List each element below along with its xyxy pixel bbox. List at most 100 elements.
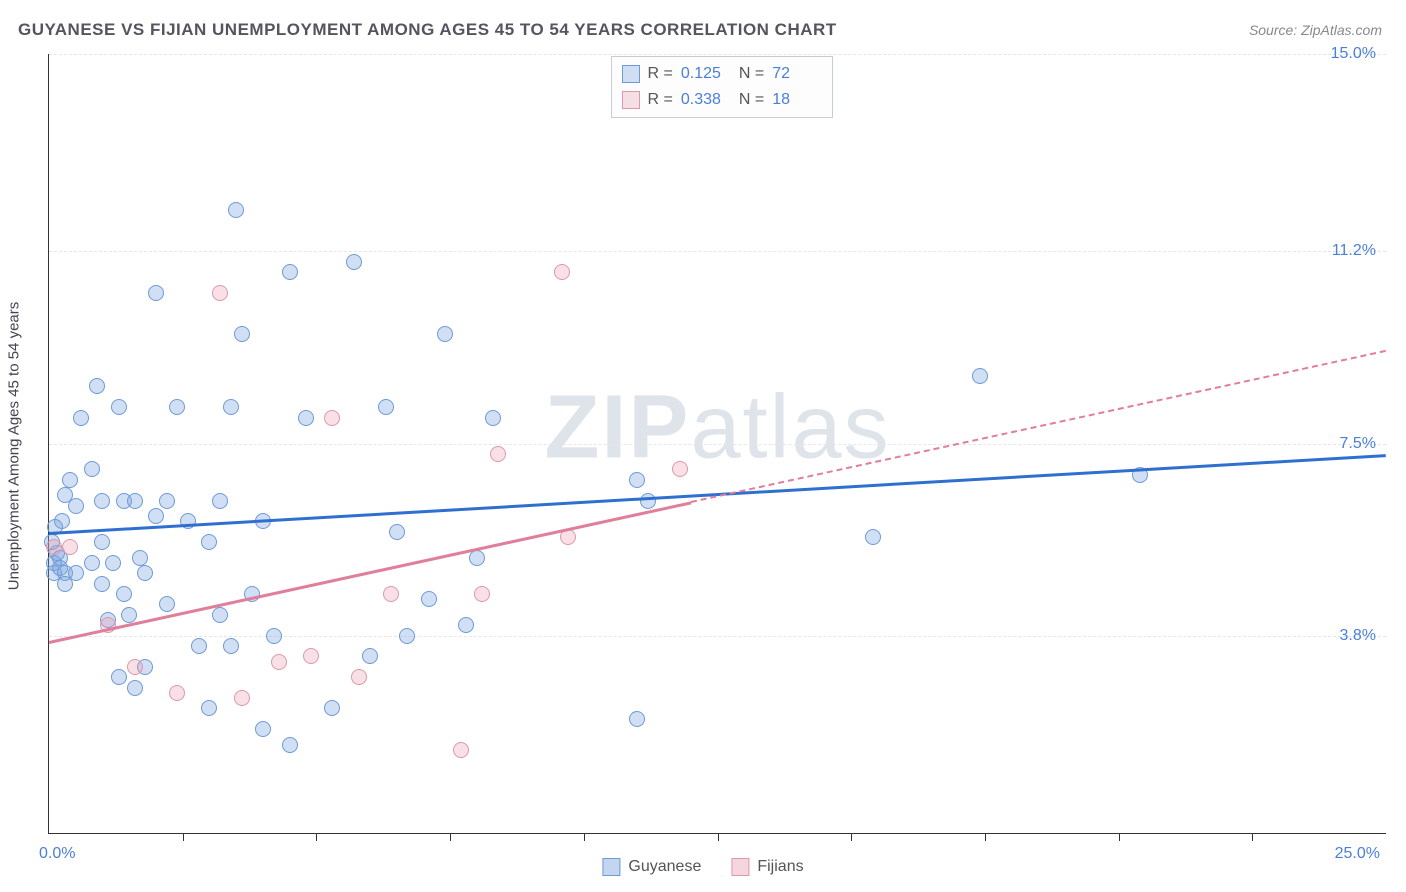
data-point xyxy=(111,399,127,415)
data-point xyxy=(68,565,84,581)
data-point xyxy=(105,555,121,571)
legend-swatch xyxy=(622,91,640,109)
data-point xyxy=(389,524,405,540)
data-point xyxy=(127,493,143,509)
trend-line xyxy=(690,350,1386,504)
data-point xyxy=(137,565,153,581)
x-tick xyxy=(718,833,719,841)
gridline xyxy=(49,251,1386,252)
data-point xyxy=(84,461,100,477)
plot-area: ZIPatlas R =0.125N =72R =0.338N =18 0.0%… xyxy=(48,54,1386,834)
data-point xyxy=(865,529,881,545)
data-point xyxy=(94,576,110,592)
legend-swatch xyxy=(622,65,640,83)
data-point xyxy=(282,264,298,280)
data-point xyxy=(234,690,250,706)
data-point xyxy=(148,285,164,301)
stat-r-value: 0.125 xyxy=(681,61,731,87)
data-point xyxy=(362,648,378,664)
stat-n-value: 72 xyxy=(772,61,822,87)
data-point xyxy=(121,607,137,623)
data-point xyxy=(68,498,84,514)
data-point xyxy=(469,550,485,566)
data-point xyxy=(490,446,506,462)
legend-label: Guyanese xyxy=(628,858,701,876)
y-tick-label: 15.0% xyxy=(1331,45,1376,63)
y-axis-title: Unemployment Among Ages 45 to 54 years xyxy=(6,302,23,591)
chart-container: GUYANESE VS FIJIAN UNEMPLOYMENT AMONG AG… xyxy=(0,0,1406,892)
data-point xyxy=(266,628,282,644)
stat-r-label: R = xyxy=(648,87,673,113)
chart-title: GUYANESE VS FIJIAN UNEMPLOYMENT AMONG AG… xyxy=(18,20,837,40)
data-point xyxy=(672,461,688,477)
data-point xyxy=(474,586,490,602)
y-tick-label: 3.8% xyxy=(1340,627,1376,645)
data-point xyxy=(89,378,105,394)
data-point xyxy=(46,539,62,555)
x-tick xyxy=(450,833,451,841)
x-axis-min-label: 0.0% xyxy=(39,845,75,863)
data-point xyxy=(282,737,298,753)
stat-r-label: R = xyxy=(648,61,673,87)
data-point xyxy=(159,493,175,509)
gridline xyxy=(49,444,1386,445)
data-point xyxy=(169,399,185,415)
data-point xyxy=(228,202,244,218)
stat-n-label: N = xyxy=(739,61,764,87)
data-point xyxy=(180,513,196,529)
x-tick xyxy=(584,833,585,841)
data-point xyxy=(94,493,110,509)
data-point xyxy=(212,607,228,623)
data-point xyxy=(116,586,132,602)
data-point xyxy=(346,254,362,270)
data-point xyxy=(271,654,287,670)
data-point xyxy=(201,700,217,716)
data-point xyxy=(132,550,148,566)
data-point xyxy=(383,586,399,602)
data-point xyxy=(378,399,394,415)
data-point xyxy=(62,472,78,488)
stat-n-value: 18 xyxy=(772,87,822,113)
gridline xyxy=(49,636,1386,637)
data-point xyxy=(453,742,469,758)
data-point xyxy=(169,685,185,701)
data-point xyxy=(298,410,314,426)
data-point xyxy=(324,410,340,426)
x-tick xyxy=(1252,833,1253,841)
data-point xyxy=(421,591,437,607)
x-tick xyxy=(183,833,184,841)
legend-item: Guyanese xyxy=(602,858,701,876)
legend-swatch xyxy=(602,858,620,876)
data-point xyxy=(84,555,100,571)
data-point xyxy=(399,628,415,644)
data-point xyxy=(73,410,89,426)
stat-r-value: 0.338 xyxy=(681,87,731,113)
legend-swatch xyxy=(731,858,749,876)
x-tick xyxy=(316,833,317,841)
legend-item: Fijians xyxy=(731,858,803,876)
data-point xyxy=(554,264,570,280)
data-point xyxy=(437,326,453,342)
data-point xyxy=(223,399,239,415)
data-point xyxy=(303,648,319,664)
data-point xyxy=(629,711,645,727)
data-point xyxy=(351,669,367,685)
stats-legend-box: R = 0.125 N = 72 R = 0.338 N = 18 xyxy=(611,56,834,118)
legend-label: Fijians xyxy=(757,858,803,876)
x-tick xyxy=(851,833,852,841)
stat-n-label: N = xyxy=(739,87,764,113)
stats-row: R = 0.338 N = 18 xyxy=(622,87,823,113)
data-point xyxy=(640,493,656,509)
source-label: Source: ZipAtlas.com xyxy=(1249,22,1382,38)
data-point xyxy=(148,508,164,524)
data-point xyxy=(458,617,474,633)
data-point xyxy=(94,534,110,550)
x-axis-max-label: 25.0% xyxy=(1335,845,1380,863)
data-point xyxy=(62,539,78,555)
x-tick xyxy=(1119,833,1120,841)
bottom-legend: Guyanese Fijians xyxy=(602,858,803,876)
data-point xyxy=(191,638,207,654)
data-point xyxy=(127,680,143,696)
data-point xyxy=(212,493,228,509)
data-point xyxy=(485,410,501,426)
